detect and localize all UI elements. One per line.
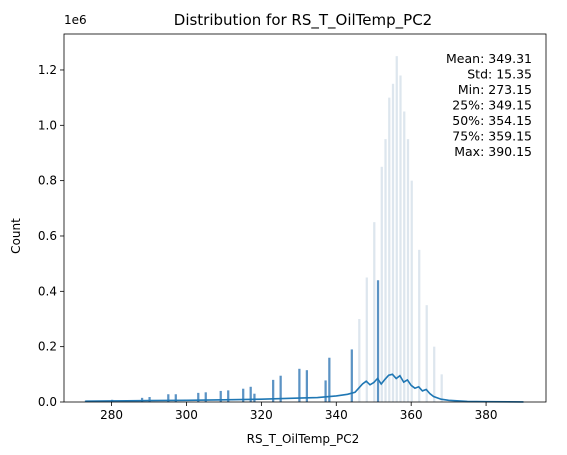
- faint-histogram-bar: [406, 139, 410, 402]
- kde-line: [85, 373, 524, 403]
- histogram-bar: [253, 393, 256, 402]
- histogram-bar: [279, 375, 282, 402]
- histogram-bar: [197, 392, 200, 402]
- y-tick-label: 1.0: [38, 118, 57, 132]
- x-tick-label: 300: [175, 408, 198, 422]
- x-axis-title: RS_T_OilTemp_PC2: [247, 432, 360, 446]
- histogram-bar: [305, 370, 308, 402]
- x-tick-label: 360: [400, 408, 423, 422]
- stats-line: 50%: 354.15: [452, 113, 532, 128]
- stats-line: Std: 15.35: [467, 67, 532, 82]
- faint-histogram-bar: [358, 318, 361, 402]
- x-tick-label: 280: [100, 408, 123, 422]
- x-tick-label: 380: [475, 408, 498, 422]
- stats-line: Mean: 349.31: [446, 51, 532, 66]
- histogram-bar: [167, 394, 170, 402]
- faint-histogram-bar: [388, 97, 391, 402]
- faint-histogram-bar: [440, 374, 443, 402]
- x-tick-label: 340: [325, 408, 348, 422]
- plot-area: 280 300 320 340 360 380 0.0 0.2 0.4 0.6 0.8 1.0 1.2: [38, 33, 547, 422]
- stats-line: Max: 390.15: [454, 144, 532, 159]
- y-tick-label: 0.6: [38, 229, 57, 243]
- faint-histogram-bar: [410, 180, 413, 402]
- stats-line: 75%: 359.15: [452, 129, 532, 144]
- histogram-bar: [350, 349, 353, 402]
- faint-histogram-bar: [391, 83, 395, 403]
- stats-line: Min: 273.15: [458, 82, 532, 97]
- y-axis-title: Count: [9, 218, 23, 254]
- histogram-bar: [328, 357, 331, 402]
- stats-line: 25%: 349.15: [452, 98, 532, 113]
- histogram-bar: [204, 392, 207, 402]
- y-tick-label: 0.2: [38, 340, 57, 354]
- histogram-bar: [298, 368, 301, 402]
- faint-histogram-bar: [384, 139, 387, 402]
- histogram-bar: [249, 386, 252, 402]
- faint-histogram-bar: [403, 111, 406, 402]
- faint-histogram-bar: [365, 277, 368, 402]
- plot-frame: [63, 33, 547, 403]
- y-tick-label: 0.0: [38, 395, 57, 409]
- faint-histogram-bar: [399, 75, 402, 403]
- histogram-bar: [376, 280, 380, 402]
- histogram-bar: [242, 388, 245, 402]
- chart-title: Distribution for RS_T_OilTemp_PC2: [174, 11, 432, 30]
- y-tick-label: 0.4: [38, 284, 57, 298]
- y-tick-label: 0.8: [38, 174, 57, 188]
- faint-histogram-bar: [433, 346, 436, 402]
- faint-histogram-bar: [395, 56, 398, 402]
- histogram-bar: [174, 394, 177, 402]
- faint-histogram-bar: [425, 305, 428, 402]
- histogram-bar: [324, 380, 327, 402]
- faint-histogram-bar: [418, 249, 421, 402]
- y-offset-label: 1e6: [64, 13, 87, 27]
- histogram-bar: [272, 379, 275, 402]
- y-tick-label: 1.2: [38, 63, 57, 77]
- histogram-bar: [227, 390, 230, 402]
- x-tick-label: 320: [250, 408, 273, 422]
- histogram-bar: [219, 390, 222, 402]
- faint-histogram-bar: [380, 166, 383, 402]
- faint-histogram-bar: [373, 222, 376, 402]
- histogram-bar: [148, 397, 151, 402]
